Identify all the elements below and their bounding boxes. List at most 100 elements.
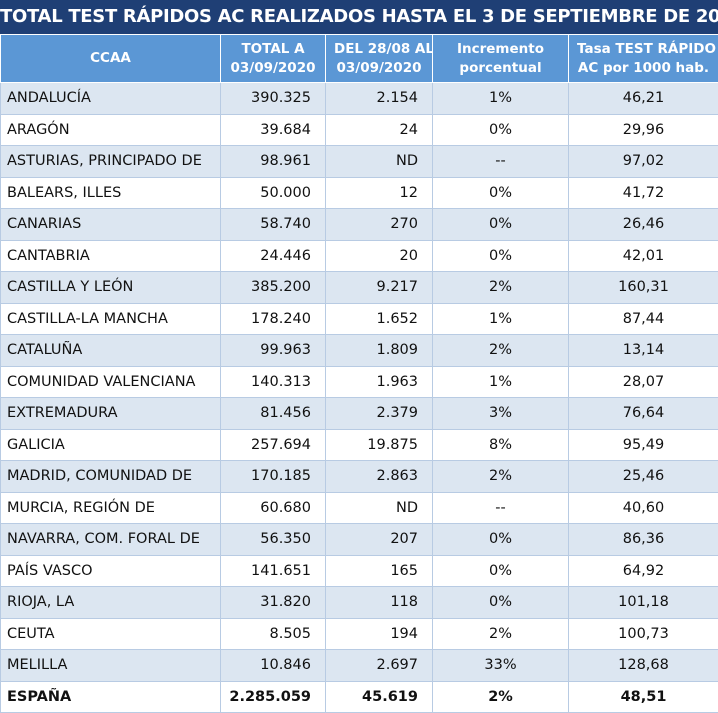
table-cell: 50.000 (220, 176, 326, 209)
title: TOTAL TEST RÁPIDOS AC REALIZADOS HASTA E… (0, 0, 718, 34)
table-cell: 8.505 (220, 617, 326, 650)
table-cell: 87,44 (568, 302, 718, 335)
table-row: MURCIA, REGIÓN DE 60.680 ND -- 40,60 (0, 491, 718, 524)
table-cell: 0% (432, 176, 569, 209)
table-cell: CATALUÑA (0, 334, 221, 367)
header-line: Tasa TEST RÁPIDO (577, 40, 716, 57)
table-row: COMUNIDAD VALENCIANA 140.313 1.963 1% 28,07 (0, 365, 718, 398)
table-cell: ASTURIAS, PRINCIPADO DE (0, 145, 221, 178)
header-line: AC por 1000 hab. (577, 59, 710, 76)
table-cell: 257.694 (220, 428, 326, 461)
table-row: ARAGÓN 39.684 24 0% 29,96 (0, 113, 718, 146)
table-cell: 3% (432, 397, 569, 430)
table-cell: CANARIAS (0, 208, 221, 241)
table-cell: 2% (432, 460, 569, 493)
table-row: CASTILLA-LA MANCHA 178.240 1.652 1% 87,44 (0, 302, 718, 335)
table-row: CATALUÑA 99.963 1.809 2% 13,14 (0, 334, 718, 367)
total-cell: 2% (432, 680, 569, 713)
header-line: Incremento (456, 40, 544, 57)
table-cell: 390.325 (220, 82, 326, 115)
table-cell: 42,01 (568, 239, 718, 272)
table-cell: 160,31 (568, 271, 718, 304)
table-cell: MADRID, COMUNIDAD DE (0, 460, 221, 493)
table-cell: 60.680 (220, 491, 326, 524)
total-cell: 45.619 (325, 680, 433, 713)
table-cell: 8% (432, 428, 569, 461)
total-cell: 48,51 (568, 680, 718, 713)
table-cell: CASTILLA Y LEÓN (0, 271, 221, 304)
header-line: 03/09/2020 (336, 59, 422, 76)
table-cell: 0% (432, 239, 569, 272)
table-cell: ARAGÓN (0, 113, 221, 146)
header-line: porcentual (459, 59, 542, 76)
table-cell: MURCIA, REGIÓN DE (0, 491, 221, 524)
table-cell: 2.863 (325, 460, 433, 493)
table-cell: 0% (432, 523, 569, 556)
table-cell: 95,49 (568, 428, 718, 461)
table-row: CANTABRIA 24.446 20 0% 42,01 (0, 239, 718, 272)
table-cell: 2.154 (325, 82, 433, 115)
table-cell: 12 (325, 176, 433, 209)
table-cell: 101,18 (568, 586, 718, 619)
table-cell: 270 (325, 208, 433, 241)
table-cell: RIOJA, LA (0, 586, 221, 619)
table-row: RIOJA, LA 31.820 118 0% 101,18 (0, 586, 718, 619)
header-line: 03/09/2020 (230, 59, 316, 76)
table-cell: 28,07 (568, 365, 718, 398)
table-cell: 98.961 (220, 145, 326, 178)
table-cell: 0% (432, 586, 569, 619)
table-cell: 178.240 (220, 302, 326, 335)
table-cell: 86,36 (568, 523, 718, 556)
table-cell: 31.820 (220, 586, 326, 619)
table-cell: 194 (325, 617, 433, 650)
table-cell: -- (432, 491, 569, 524)
table-cell: PAÍS VASCO (0, 554, 221, 587)
table-cell: 29,96 (568, 113, 718, 146)
table-cell: 81.456 (220, 397, 326, 430)
table-cell: 2% (432, 617, 569, 650)
table-cell: CEUTA (0, 617, 221, 650)
table-cell: 25,46 (568, 460, 718, 493)
table-cell: 141.651 (220, 554, 326, 587)
table-cell: COMUNIDAD VALENCIANA (0, 365, 221, 398)
table-cell: 39.684 (220, 113, 326, 146)
table-cell: 1.809 (325, 334, 433, 367)
table-cell: 19.875 (325, 428, 433, 461)
table-cell: MELILLA (0, 649, 221, 682)
table-cell: CANTABRIA (0, 239, 221, 272)
table-row: GALICIA 257.694 19.875 8% 95,49 (0, 428, 718, 461)
table-cell: 2.379 (325, 397, 433, 430)
header-cell: TOTAL A 03/09/2020 (220, 34, 326, 83)
table-cell: 41,72 (568, 176, 718, 209)
table-cell: 26,46 (568, 208, 718, 241)
table-row: PAÍS VASCO 141.651 165 0% 64,92 (0, 554, 718, 587)
table-cell: 385.200 (220, 271, 326, 304)
table-cell: 76,64 (568, 397, 718, 430)
table-cell: 0% (432, 113, 569, 146)
table-row: BALEARS, ILLES 50.000 12 0% 41,72 (0, 176, 718, 209)
table-cell: GALICIA (0, 428, 221, 461)
table-cell: 46,21 (568, 82, 718, 115)
header-cell: CCAA (0, 34, 221, 83)
header-line: CCAA (90, 50, 131, 66)
total-row: ESPAÑA 2.285.059 45.619 2% 48,51 (0, 680, 718, 713)
table-row: MELILLA 10.846 2.697 33% 128,68 (0, 649, 718, 682)
table-cell: BALEARS, ILLES (0, 176, 221, 209)
table-cell: 165 (325, 554, 433, 587)
header-line: TOTAL A (241, 40, 305, 57)
table-cell: 1% (432, 365, 569, 398)
table-cell: 58.740 (220, 208, 326, 241)
total-cell: 2.285.059 (220, 680, 326, 713)
table-cell: EXTREMADURA (0, 397, 221, 430)
table-cell: 64,92 (568, 554, 718, 587)
table-cell: 140.313 (220, 365, 326, 398)
table-row: CASTILLA Y LEÓN 385.200 9.217 2% 160,31 (0, 271, 718, 304)
table-cell: 10.846 (220, 649, 326, 682)
table-cell: ND (325, 491, 433, 524)
table-cell: 1.652 (325, 302, 433, 335)
header-line: DEL 28/08 AL (334, 40, 433, 57)
table-cell: 1% (432, 302, 569, 335)
table-cell: 100,73 (568, 617, 718, 650)
table-cell: 13,14 (568, 334, 718, 367)
